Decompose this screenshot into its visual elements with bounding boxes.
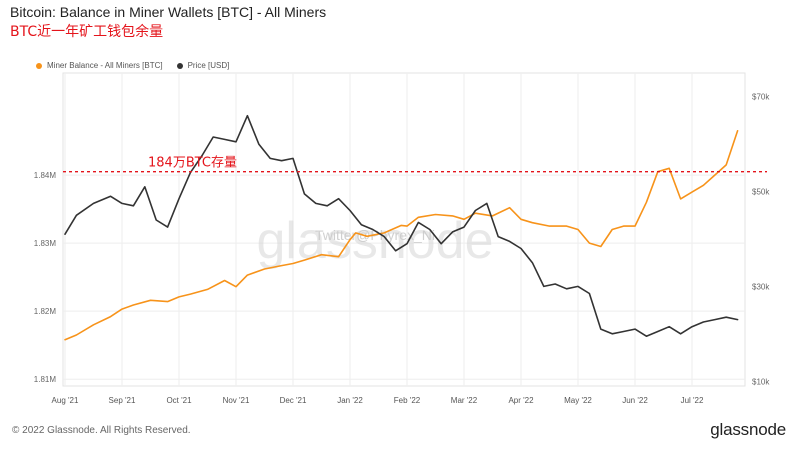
- left-axis-tick-label: 1.83M: [34, 239, 57, 248]
- x-axis-tick-label: Jan '22: [337, 396, 363, 405]
- footer-brand-logo: glassnode: [710, 420, 786, 439]
- x-axis-tick-label: Jun '22: [622, 396, 648, 405]
- x-axis-tick-label: Oct '21: [166, 396, 192, 405]
- right-axis-tick-label: $10k: [752, 377, 770, 386]
- x-axis-tick-label: Nov '21: [223, 396, 250, 405]
- annotation-label: 184万BTC存量: [148, 156, 237, 171]
- x-axis-tick-label: Apr '22: [508, 396, 534, 405]
- footer-copyright: © 2022 Glassnode. All Rights Reserved.: [12, 425, 191, 436]
- x-axis-tick-label: Dec '21: [280, 396, 307, 405]
- legend-label-miner-balance: Miner Balance - All Miners [BTC]: [47, 61, 163, 70]
- legend-swatch-dark: [176, 62, 183, 69]
- legend: Miner Balance - All Miners [BTC] Price […: [36, 61, 243, 70]
- x-axis-tick-label: Jul '22: [681, 396, 704, 405]
- right-axis-tick-label: $30k: [752, 282, 770, 291]
- left-axis-tick-label: 1.84M: [34, 171, 57, 180]
- left-axis-tick-label: 1.82M: [34, 307, 57, 316]
- x-axis-tick-label: Mar '22: [451, 396, 478, 405]
- series-line-price: [64, 114, 739, 338]
- legend-item-price[interactable]: Price [USD]: [176, 61, 230, 70]
- legend-swatch-orange: [36, 62, 42, 69]
- x-axis-tick-label: Sep '21: [109, 396, 136, 405]
- watermark-logo: glassnode: [256, 212, 493, 270]
- x-axis-tick-label: Aug '21: [52, 396, 79, 405]
- legend-item-miner-balance[interactable]: Miner Balance - All Miners [BTC]: [36, 61, 163, 70]
- plot-frame: [62, 72, 746, 387]
- chart-subtitle: BTC近一年矿工钱包余量: [10, 24, 164, 40]
- right-axis-tick-label: $50k: [752, 188, 770, 197]
- legend-label-price: Price [USD]: [187, 61, 230, 70]
- series-line-miner-balance: [64, 130, 739, 341]
- x-axis-tick-label: May '22: [564, 396, 592, 405]
- left-axis-tick-label: 1.81M: [34, 375, 57, 384]
- x-axis-tick-label: Feb '22: [394, 396, 421, 405]
- chart-title: Bitcoin: Balance in Miner Wallets [BTC] …: [10, 4, 327, 20]
- right-axis-tick-label: $70k: [752, 93, 770, 102]
